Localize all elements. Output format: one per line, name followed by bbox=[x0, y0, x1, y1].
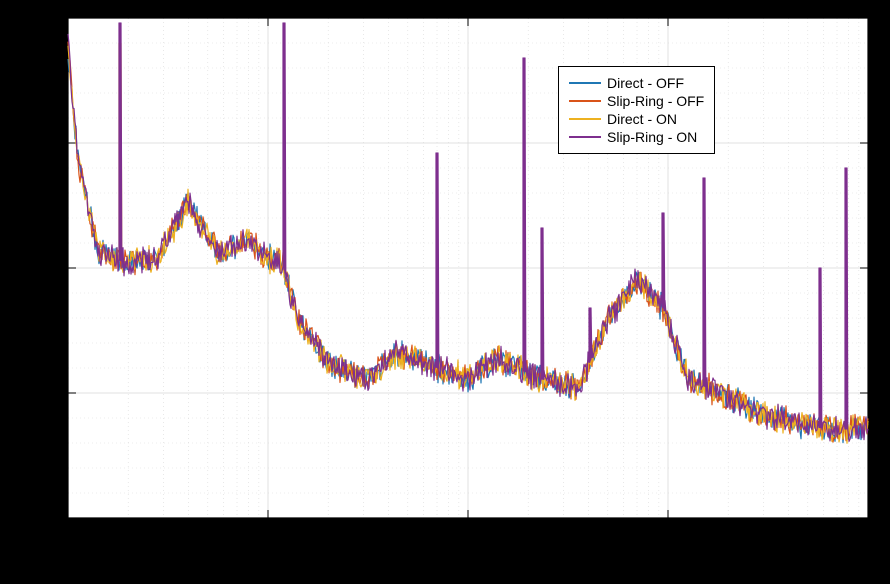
legend-row: Direct - OFF bbox=[569, 75, 704, 91]
chart-svg bbox=[0, 0, 890, 584]
legend-swatch-2 bbox=[569, 118, 601, 120]
legend-row: Slip-Ring - ON bbox=[569, 129, 704, 145]
legend-label: Direct - OFF bbox=[607, 75, 684, 91]
legend-swatch-0 bbox=[569, 82, 601, 84]
legend-swatch-1 bbox=[569, 100, 601, 102]
legend-row: Slip-Ring - OFF bbox=[569, 93, 704, 109]
legend-label: Slip-Ring - ON bbox=[607, 129, 697, 145]
legend-label: Slip-Ring - OFF bbox=[607, 93, 704, 109]
legend-row: Direct - ON bbox=[569, 111, 704, 127]
legend-swatch-3 bbox=[569, 136, 601, 138]
legend-label: Direct - ON bbox=[607, 111, 677, 127]
legend: Direct - OFF Slip-Ring - OFF Direct - ON… bbox=[558, 66, 715, 154]
